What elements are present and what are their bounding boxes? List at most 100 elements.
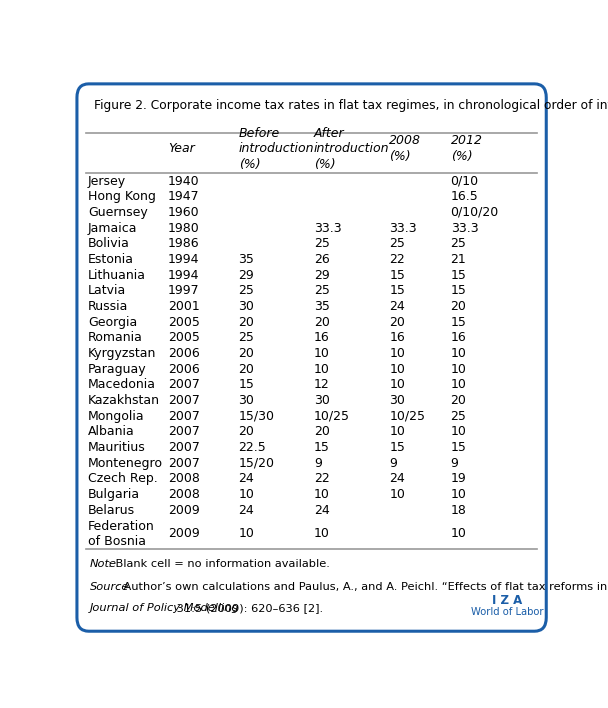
Text: 9: 9: [389, 457, 397, 469]
Text: 2001: 2001: [168, 300, 199, 313]
Text: Mongolia: Mongolia: [88, 410, 145, 423]
Text: 2009: 2009: [168, 504, 199, 517]
Text: 20: 20: [238, 347, 254, 360]
Text: Paraguay: Paraguay: [88, 362, 147, 376]
Text: 20: 20: [314, 316, 330, 329]
Text: 20: 20: [451, 394, 466, 407]
Text: 10: 10: [389, 488, 405, 501]
Text: 15: 15: [451, 285, 466, 297]
Text: Belarus: Belarus: [88, 504, 135, 517]
Text: 15/30: 15/30: [238, 410, 275, 423]
Text: Bulgaria: Bulgaria: [88, 488, 140, 501]
Text: 10: 10: [389, 362, 405, 376]
Text: 9: 9: [451, 457, 458, 469]
Text: 24: 24: [238, 472, 254, 486]
Text: Estonia: Estonia: [88, 253, 134, 266]
Text: Guernsey: Guernsey: [88, 206, 148, 219]
Text: Kyrgyzstan: Kyrgyzstan: [88, 347, 156, 360]
Text: 30: 30: [389, 394, 405, 407]
Text: 10/25: 10/25: [314, 410, 350, 423]
Text: 10: 10: [451, 362, 466, 376]
Text: 1994: 1994: [168, 253, 199, 266]
Text: 16: 16: [389, 331, 405, 344]
Text: 10: 10: [451, 488, 466, 501]
Text: Note: Note: [90, 559, 117, 569]
Text: 10: 10: [451, 347, 466, 360]
Text: 25: 25: [314, 237, 330, 251]
Text: 30: 30: [314, 394, 330, 407]
Text: 29: 29: [314, 268, 330, 282]
Text: 10: 10: [389, 378, 405, 392]
Text: 25: 25: [451, 237, 466, 251]
Text: 25: 25: [389, 237, 405, 251]
Text: 1940: 1940: [168, 175, 199, 188]
Text: 24: 24: [238, 504, 254, 517]
Text: Mauritius: Mauritius: [88, 441, 145, 454]
Text: 19: 19: [451, 472, 466, 486]
Text: 2012
(%): 2012 (%): [451, 135, 483, 163]
Text: 16: 16: [451, 331, 466, 344]
Text: 10/25: 10/25: [389, 410, 426, 423]
Text: Albania: Albania: [88, 426, 134, 438]
Text: Jersey: Jersey: [88, 175, 126, 188]
Text: 15/20: 15/20: [238, 457, 275, 469]
Text: 1997: 1997: [168, 285, 199, 297]
Text: 10: 10: [451, 527, 466, 540]
Text: 15: 15: [451, 268, 466, 282]
Text: 15: 15: [389, 285, 405, 297]
Text: Bolivia: Bolivia: [88, 237, 130, 251]
Text: 2006: 2006: [168, 347, 199, 360]
Text: Romania: Romania: [88, 331, 143, 344]
Text: 2007: 2007: [168, 378, 200, 392]
Text: 15: 15: [389, 441, 405, 454]
Text: Kazakhstan: Kazakhstan: [88, 394, 160, 407]
Text: 10: 10: [389, 426, 405, 438]
Text: 10: 10: [314, 347, 330, 360]
Text: 21: 21: [451, 253, 466, 266]
Text: World of Labor: World of Labor: [471, 607, 544, 617]
Text: 15: 15: [451, 316, 466, 329]
Text: 20: 20: [389, 316, 405, 329]
Text: 2007: 2007: [168, 394, 200, 407]
Text: 2005: 2005: [168, 316, 200, 329]
Text: Montenegro: Montenegro: [88, 457, 163, 469]
Text: 2008: 2008: [168, 472, 200, 486]
Text: 25: 25: [451, 410, 466, 423]
Text: Year: Year: [168, 142, 195, 155]
Text: Jamaica: Jamaica: [88, 222, 137, 234]
Text: 2007: 2007: [168, 441, 200, 454]
Text: 9: 9: [314, 457, 322, 469]
Text: Russia: Russia: [88, 300, 128, 313]
Text: Georgia: Georgia: [88, 316, 137, 329]
Text: 10: 10: [314, 362, 330, 376]
Text: 1994: 1994: [168, 268, 199, 282]
Text: 15: 15: [451, 441, 466, 454]
Text: 2005: 2005: [168, 331, 200, 344]
Text: 10: 10: [314, 488, 330, 501]
Text: 10: 10: [451, 378, 466, 392]
Text: 25: 25: [238, 285, 254, 297]
Text: 33.3: 33.3: [389, 222, 417, 234]
Text: 1947: 1947: [168, 190, 199, 203]
Text: 15: 15: [314, 441, 330, 454]
Text: 30: 30: [238, 394, 254, 407]
Text: I Z A: I Z A: [492, 593, 522, 607]
Text: 2007: 2007: [168, 457, 200, 469]
Text: 24: 24: [314, 504, 330, 517]
Text: 33.3: 33.3: [314, 222, 342, 234]
Text: 24: 24: [389, 472, 405, 486]
Text: 2007: 2007: [168, 410, 200, 423]
Text: Source: Source: [90, 582, 130, 592]
Text: 31:5 (2009): 620–636 [2].: 31:5 (2009): 620–636 [2].: [173, 603, 323, 613]
Text: After
introduction
(%): After introduction (%): [314, 127, 390, 171]
Text: 22: 22: [389, 253, 405, 266]
Text: 1986: 1986: [168, 237, 199, 251]
Text: 30: 30: [238, 300, 254, 313]
Text: Federation
of Bosnia: Federation of Bosnia: [88, 520, 154, 548]
Text: 35: 35: [314, 300, 330, 313]
Text: 10: 10: [238, 488, 254, 501]
Text: 25: 25: [314, 285, 330, 297]
Text: Macedonia: Macedonia: [88, 378, 156, 392]
Text: 2008
(%): 2008 (%): [389, 135, 421, 163]
Text: 20: 20: [238, 426, 254, 438]
